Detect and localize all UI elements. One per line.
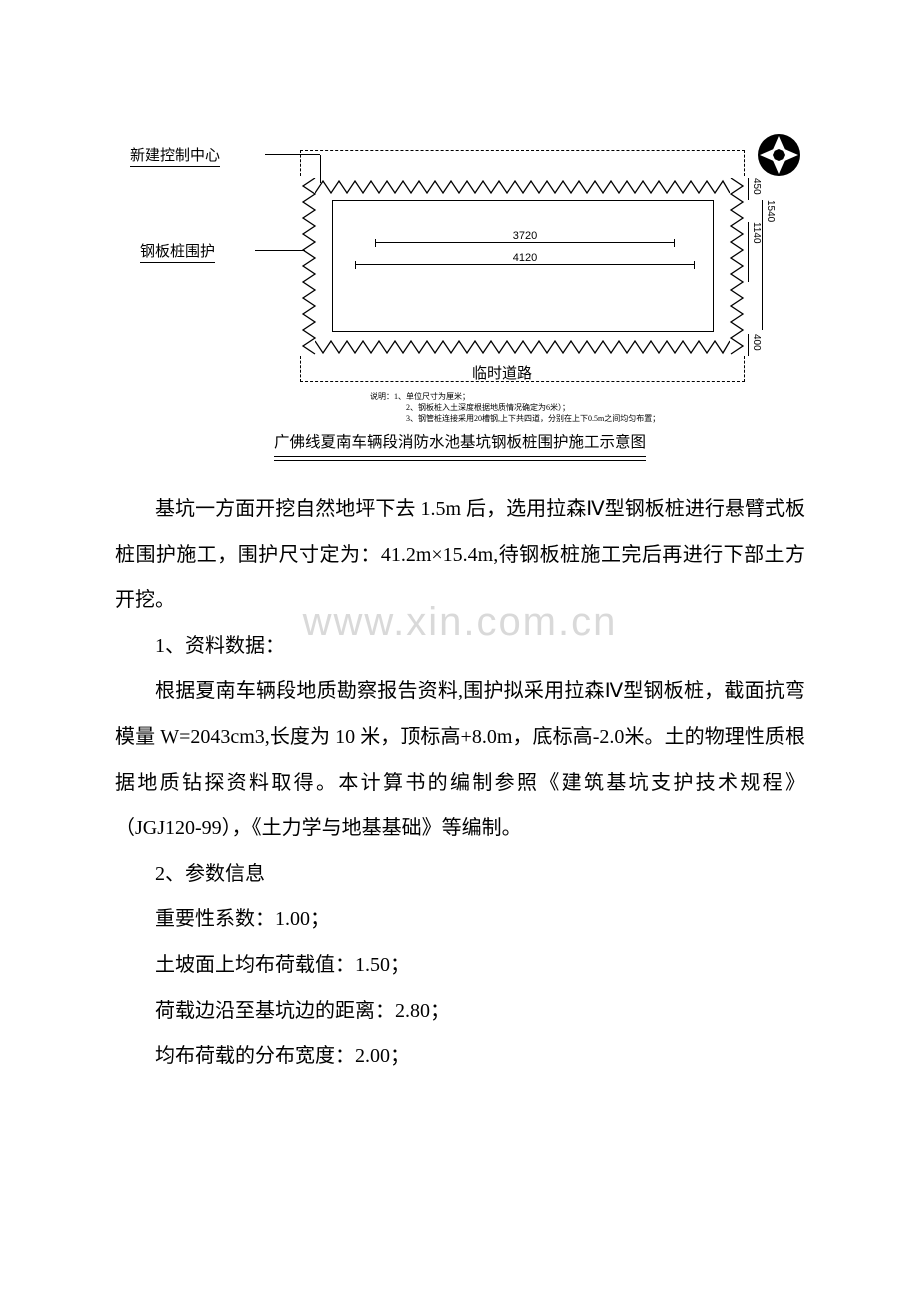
note-line-2: 2、钢板桩入土深度根据地质情况确定为6米）； xyxy=(370,403,660,414)
dim-3720: 3720 xyxy=(375,230,675,243)
figure-caption: 广佛线夏南车辆段消防水池基坑钢板桩围护施工示意图 xyxy=(274,430,646,457)
label-temp-road: 临时道路 xyxy=(472,362,532,383)
dim-1540: 1540 xyxy=(762,200,776,330)
outer-dash-top xyxy=(300,150,745,176)
param-line-2: 土坡面上均布荷载值：1.50； xyxy=(115,943,805,989)
dim-4120: 4120 xyxy=(355,252,695,265)
body-text: 基坑一方面开挖自然地坪下去 1.5m 后，选用拉森Ⅳ型钢板桩进行悬臂式板桩围护施… xyxy=(115,487,805,1080)
dim-400: 400 xyxy=(748,334,762,356)
inner-pit-rect xyxy=(332,200,714,332)
diagram-notes: 说明：1、单位尺寸为厘米； 2、钢板桩入土深度根据地质情况确定为6米）； 3、钢… xyxy=(370,392,660,424)
compass-icon xyxy=(756,132,802,178)
dim-1140: 1140 xyxy=(748,222,762,282)
paragraph-intro: 基坑一方面开挖自然地坪下去 1.5m 后，选用拉森Ⅳ型钢板桩进行悬臂式板桩围护施… xyxy=(115,487,805,624)
heading-1: 1、资料数据： xyxy=(115,624,805,670)
note-line-1: 说明：1、单位尺寸为厘米； xyxy=(370,392,660,403)
sheet-pile-top xyxy=(315,178,730,196)
heading-2: 2、参数信息 xyxy=(115,852,805,898)
param-line-3: 荷载边沿至基坑边的距离：2.80； xyxy=(115,989,805,1035)
sheet-pile-right xyxy=(728,178,746,356)
sheet-pile-bot xyxy=(315,338,730,356)
note-line-3: 3、钢管桩连接采用20槽钢,上下共四道，分别在上下0.5m之间均匀布置； xyxy=(370,414,660,425)
page-container: 新建控制中心 钢板桩围护 xyxy=(0,0,920,1130)
sheet-pile-left xyxy=(300,178,318,356)
diagram: 新建控制中心 钢板桩围护 xyxy=(160,100,760,400)
paragraph-data: 根据夏南车辆段地质勘察报告资料,围护拟采用拉森Ⅳ型钢板桩，截面抗弯模量 W=20… xyxy=(115,669,805,851)
param-line-4: 均布荷载的分布宽度：2.00； xyxy=(115,1034,805,1080)
dim-450: 450 xyxy=(748,178,762,200)
param-line-1: 重要性系数：1.00； xyxy=(115,897,805,943)
